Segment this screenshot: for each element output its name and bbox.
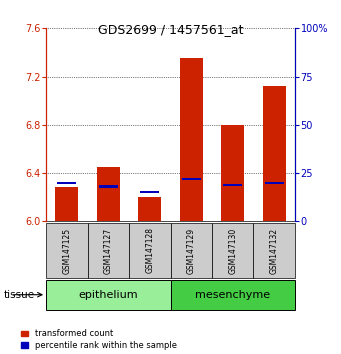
Text: GSM147132: GSM147132	[270, 227, 279, 274]
Bar	[263, 86, 286, 221]
Text: GSM147125: GSM147125	[62, 227, 71, 274]
Text: GSM147128: GSM147128	[145, 228, 154, 273]
Bar	[97, 167, 120, 221]
Bar	[265, 182, 284, 184]
Text: GSM147127: GSM147127	[104, 227, 113, 274]
Text: GSM147129: GSM147129	[187, 227, 196, 274]
Bar	[221, 125, 244, 221]
Legend: transformed count, percentile rank within the sample: transformed count, percentile rank withi…	[21, 329, 177, 350]
FancyBboxPatch shape	[129, 223, 170, 278]
Text: GSM147130: GSM147130	[228, 227, 237, 274]
FancyBboxPatch shape	[46, 223, 88, 278]
Bar	[140, 191, 160, 193]
Bar	[55, 188, 78, 221]
FancyBboxPatch shape	[170, 223, 212, 278]
Bar	[57, 182, 76, 184]
Text: epithelium: epithelium	[78, 290, 138, 300]
FancyBboxPatch shape	[88, 223, 129, 278]
Bar	[181, 178, 201, 180]
FancyBboxPatch shape	[253, 223, 295, 278]
FancyBboxPatch shape	[46, 280, 170, 310]
Bar	[138, 197, 161, 221]
FancyBboxPatch shape	[170, 280, 295, 310]
Text: GDS2699 / 1457561_at: GDS2699 / 1457561_at	[98, 23, 243, 36]
Bar	[223, 183, 242, 186]
Text: tissue: tissue	[3, 290, 34, 300]
Bar	[99, 185, 118, 188]
Text: mesenchyme: mesenchyme	[195, 290, 270, 300]
Bar	[180, 58, 203, 221]
FancyBboxPatch shape	[212, 223, 253, 278]
